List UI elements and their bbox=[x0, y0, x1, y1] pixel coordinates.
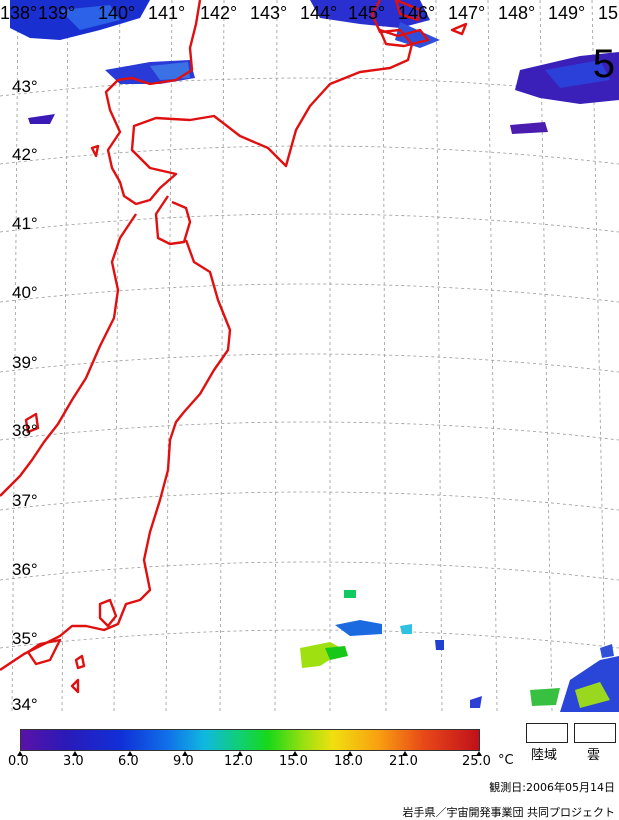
lon-label: 146° bbox=[398, 3, 435, 23]
colorbar-tick-label: 3.0 bbox=[63, 754, 84, 769]
colorbar-tick-label: 15.0 bbox=[279, 754, 308, 769]
lon-label: 145° bbox=[348, 3, 385, 23]
graticule bbox=[0, 0, 619, 712]
lon-label: 148° bbox=[498, 3, 535, 23]
lat-label: 43° bbox=[12, 77, 38, 96]
sst-patch-south-3 bbox=[325, 646, 348, 660]
sst-patch-hokkaido-w2 bbox=[150, 62, 190, 80]
coastline-honshu-east bbox=[0, 239, 232, 671]
lat-label: 38° bbox=[12, 421, 38, 440]
lon-label: 139° bbox=[38, 3, 75, 23]
lon-label: 144° bbox=[300, 3, 337, 23]
colorbar-tick bbox=[476, 751, 482, 756]
coastline-island-7 bbox=[378, 28, 430, 48]
temperature-colorbar bbox=[20, 729, 480, 751]
colorbar-tick bbox=[402, 751, 408, 756]
lat-label: 36° bbox=[12, 560, 38, 579]
colorbar-tick-label: 25.0 bbox=[462, 754, 491, 769]
observation-date: 観測日:2006年05月14日 bbox=[489, 781, 615, 794]
lon-label: 138° bbox=[0, 3, 37, 23]
colorbar-unit: °C bbox=[498, 753, 514, 768]
colorbar-tick bbox=[17, 751, 23, 756]
sst-patch-ne-top bbox=[310, 0, 430, 28]
lat-label: 41° bbox=[12, 214, 38, 233]
sst-patch-south-1 bbox=[335, 620, 382, 636]
lon-label: 141° bbox=[148, 3, 185, 23]
sst-patch-se-5 bbox=[470, 696, 482, 708]
sst-patch-north-2 bbox=[60, 5, 120, 30]
lon-label: 15 bbox=[598, 3, 618, 23]
legend: 0.0 3.0 6.0 9.0 12.0 15.0 18.0 21.0 25.0… bbox=[0, 712, 619, 820]
latitude-labels: 43° 42° 41° 40° 39° 38° 37° 36° 35° 34° bbox=[12, 77, 38, 712]
sst-patch-ne-top2 bbox=[395, 22, 440, 48]
colorbar-tick bbox=[237, 751, 243, 756]
lon-label: 140° bbox=[98, 3, 135, 23]
land-key-label: 陸域 bbox=[531, 748, 558, 763]
colorbar-tick bbox=[292, 751, 298, 756]
colorbar-tick-label: 0.0 bbox=[8, 754, 29, 769]
coastline-island-6 bbox=[394, 0, 422, 22]
sst-patch-w-small bbox=[28, 114, 55, 124]
lat-label: 39° bbox=[12, 353, 38, 372]
lon-label: 143° bbox=[250, 3, 287, 23]
coastline-island-1 bbox=[24, 412, 40, 434]
longitude-labels: 138° 139° 140° 141° 142° 143° 144° 145° … bbox=[0, 3, 618, 23]
coastline-island-5 bbox=[450, 22, 468, 36]
colorbar-tick-label: 21.0 bbox=[389, 754, 418, 769]
sst-patch-east-small bbox=[510, 122, 548, 134]
coastline-island-3 bbox=[70, 678, 80, 694]
colorbar-tick bbox=[182, 751, 188, 756]
map-canvas: 138° 139° 140° 141° 142° 143° 144° 145° … bbox=[0, 0, 619, 712]
coastline bbox=[0, 0, 468, 694]
sst-patch-east-b bbox=[545, 60, 610, 88]
coastline-island-4 bbox=[90, 144, 100, 158]
colorbar-tick bbox=[127, 751, 133, 756]
sst-patch-south-5 bbox=[400, 624, 412, 634]
lat-label: 37° bbox=[12, 491, 38, 510]
lon-label: 142° bbox=[200, 3, 237, 23]
colorbar-tick bbox=[347, 751, 353, 756]
coastline-honshu-west bbox=[0, 213, 137, 497]
colorbar-tick-label: 12.0 bbox=[224, 754, 253, 769]
lon-label: 149° bbox=[548, 3, 585, 23]
sst-patch-se-4 bbox=[600, 644, 614, 658]
cloud-key-label: 雲 bbox=[587, 748, 601, 763]
lon-label: 147° bbox=[448, 3, 485, 23]
coastline-honshu-north bbox=[154, 195, 192, 246]
page-number: 5 bbox=[592, 42, 615, 86]
colorbar-tick bbox=[72, 751, 78, 756]
coastline-izu bbox=[98, 598, 118, 628]
sst-patch-se-3 bbox=[530, 688, 560, 706]
lat-label: 35° bbox=[12, 629, 38, 648]
colorbar-tick-label: 9.0 bbox=[173, 754, 194, 769]
coastline-hokkaido bbox=[104, 0, 414, 206]
colorbar-tick-label: 6.0 bbox=[118, 754, 139, 769]
sst-patch-se-2 bbox=[575, 682, 610, 708]
land-key-swatch bbox=[526, 723, 568, 743]
coastline-kii bbox=[26, 638, 62, 666]
lat-label: 42° bbox=[12, 145, 38, 164]
sst-patches bbox=[10, 0, 619, 712]
colorbar-tick-label: 18.0 bbox=[334, 754, 363, 769]
lat-label: 40° bbox=[12, 283, 38, 302]
sst-patch-south-4 bbox=[344, 590, 356, 598]
coastline-island-2 bbox=[74, 654, 86, 670]
credit-line: 岩手県／宇宙開発事業団 共同プロジェクト bbox=[402, 806, 616, 819]
sst-patch-south-6 bbox=[435, 640, 444, 650]
lat-label: 34° bbox=[12, 695, 38, 712]
cloud-key-swatch bbox=[574, 723, 616, 743]
